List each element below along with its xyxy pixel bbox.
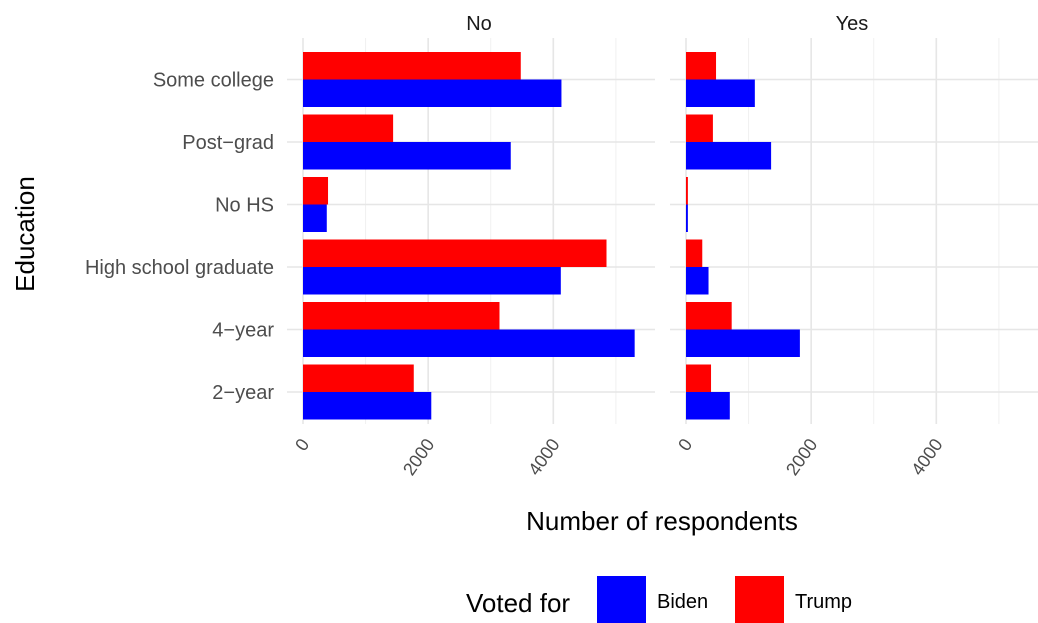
legend-label-biden: Biden [657,591,708,613]
bar-no-biden-post-grad [303,142,511,170]
category-labels: 2−year 4−year High school graduate No HS Pos… [85,70,274,405]
category-label-some-college: Some college [153,70,274,92]
x-tick-label: 0 [291,435,313,455]
bar-yes-trump-no-hs [686,177,688,205]
bar-no-trump-high-school-graduate [303,239,607,267]
bar-no-trump-some-college [303,52,521,80]
bar-no-biden-4-year [303,329,635,357]
bar-no-biden-high-school-graduate [303,267,561,295]
legend-title: Voted for [466,588,570,618]
category-label-4-year: 4−year [212,320,274,342]
x-tick-label: 4000 [524,435,563,479]
bar-yes-trump-post-grad [686,114,713,142]
bar-no-trump-post-grad [303,114,394,142]
bar-yes-biden-post-grad [686,142,772,170]
bar-yes-trump-some-college [686,52,717,80]
x-tick-labels: 0 2000 4000 0 2000 4000 [291,435,946,479]
bar-yes-biden-high-school-graduate [686,267,709,295]
bar-no-biden-no-hs [303,204,327,232]
bar-yes-biden-4-year [686,329,800,357]
legend-key-biden [597,576,646,623]
bar-yes-biden-no-hs [686,204,688,232]
bar-no-trump-4-year [303,302,500,330]
category-label-2-year: 2−year [212,382,274,404]
category-label-no-hs: No HS [215,195,274,217]
category-label-high-school-graduate: High school graduate [85,257,274,279]
bar-no-trump-2-year [303,364,414,392]
facet-title-no: No [466,13,492,35]
x-axis-title: Number of respondents [526,506,798,536]
category-label-post-grad: Post−grad [182,132,274,154]
facet-title-yes: Yes [836,13,869,35]
bar-yes-trump-4-year [686,302,732,330]
bar-no-biden-some-college [303,79,562,107]
y-axis-title: Education [10,176,40,292]
x-tick-label: 2000 [399,435,438,479]
bar-yes-biden-2-year [686,392,730,420]
x-tick-label: 0 [674,435,696,455]
x-tick-label: 4000 [907,435,946,479]
bar-yes-trump-2-year [686,364,712,392]
legend-label-trump: Trump [795,591,852,613]
bar-no-trump-no-hs [303,177,329,205]
bar-yes-biden-some-college [686,79,755,107]
legend-key-trump [735,576,784,623]
bar-yes-trump-high-school-graduate [686,239,703,267]
legend: Voted for Biden Trump [466,576,852,623]
bar-no-biden-2-year [303,392,432,420]
bars-layer [303,52,800,420]
facet-titles: No Yes [466,13,868,35]
x-tick-label: 2000 [782,435,821,479]
